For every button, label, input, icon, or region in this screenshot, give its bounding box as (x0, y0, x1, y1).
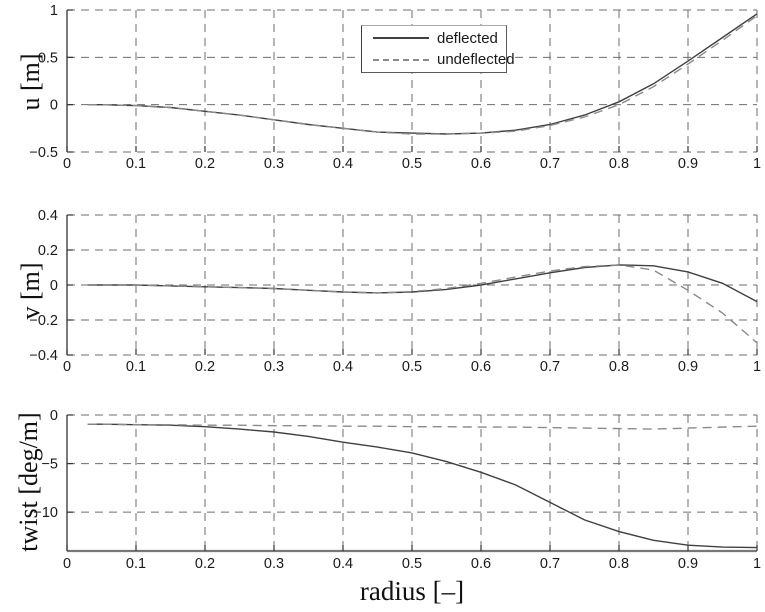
svg-text:0.3: 0.3 (264, 359, 284, 375)
curve-undeflected-0 (87, 15, 758, 135)
svg-text:1: 1 (753, 556, 761, 572)
svg-text:0: 0 (50, 408, 58, 424)
svg-text:0.3: 0.3 (264, 556, 284, 572)
svg-text:0.1: 0.1 (126, 359, 146, 375)
legend-label-deflected: deflected (437, 29, 498, 47)
twist-axis-label: twist [deg/m] (14, 412, 43, 552)
svg-text:0.2: 0.2 (38, 243, 58, 259)
svg-text:0.1: 0.1 (126, 556, 146, 572)
svg-text:0.9: 0.9 (678, 156, 698, 172)
svg-text:0.9: 0.9 (678, 359, 698, 375)
u-axis-label: u [m] (16, 53, 45, 111)
curve-undeflected-2 (87, 423, 758, 430)
svg-text:−0.2: −0.2 (29, 313, 58, 329)
curve-deflected-1 (87, 264, 758, 303)
svg-text:0.5: 0.5 (38, 50, 58, 66)
svg-text:0: 0 (50, 278, 58, 294)
svg-text:0: 0 (63, 556, 71, 572)
svg-text:−10: −10 (33, 505, 58, 521)
legend-item-deflected: deflected (362, 28, 506, 48)
svg-text:0.4: 0.4 (333, 359, 353, 375)
svg-text:0.6: 0.6 (471, 359, 491, 375)
twist-plot-canvas: 0 0.1 0.2 0.3 0.4 0.5 0.6 0.7 0.8 0.9 1 0 −5 −10 (33, 408, 761, 572)
svg-text:0.7: 0.7 (540, 156, 560, 172)
u-plot-canvas: 0 0.1 0.2 0.3 0.4 0.5 0.6 0.7 0.8 0.9 1 1 0.5 0 −0.5 (29, 3, 761, 172)
svg-text:0.3: 0.3 (264, 156, 284, 172)
svg-text:0.8: 0.8 (609, 156, 629, 172)
v-axis-label: v [m] (16, 262, 45, 320)
svg-text:0.9: 0.9 (678, 556, 698, 572)
svg-text:0.4: 0.4 (333, 556, 353, 572)
legend: deflected undeflected (361, 25, 515, 73)
svg-text:1: 1 (753, 156, 761, 172)
svg-text:0.5: 0.5 (402, 556, 422, 572)
svg-text:0.8: 0.8 (609, 359, 629, 375)
svg-text:1: 1 (50, 3, 58, 19)
v-plot-canvas: 0 0.1 0.2 0.3 0.4 0.5 0.6 0.7 0.8 0.9 1 0.4 0.2 0 −0.2… (29, 208, 761, 375)
solid-line-sample-icon (373, 37, 429, 40)
svg-text:−0.4: −0.4 (29, 348, 58, 364)
svg-text:0.1: 0.1 (126, 156, 146, 172)
svg-text:0.2: 0.2 (195, 556, 215, 572)
x-axis-label: radius [–] (359, 576, 465, 606)
svg-text:0.5: 0.5 (402, 359, 422, 375)
svg-text:0.4: 0.4 (333, 156, 353, 172)
curve-undeflected-1 (87, 264, 758, 344)
curve-deflected-2 (87, 423, 758, 549)
legend-item-undeflected: undeflected (362, 50, 515, 70)
svg-text:−0.5: −0.5 (29, 145, 58, 161)
svg-text:0.2: 0.2 (195, 359, 215, 375)
svg-text:0: 0 (63, 359, 71, 375)
svg-text:0.2: 0.2 (195, 156, 215, 172)
legend-label-undeflected: undeflected (437, 51, 515, 69)
svg-text:0: 0 (50, 98, 58, 114)
svg-text:0.5: 0.5 (402, 156, 422, 172)
svg-text:0.7: 0.7 (540, 556, 560, 572)
svg-text:0: 0 (63, 156, 71, 172)
svg-text:−5: −5 (41, 457, 58, 473)
dashed-line-sample-icon (373, 58, 429, 61)
svg-text:0.7: 0.7 (540, 359, 560, 375)
svg-text:0.4: 0.4 (38, 208, 58, 224)
svg-text:0.8: 0.8 (609, 556, 629, 572)
svg-text:0.6: 0.6 (471, 556, 491, 572)
svg-text:1: 1 (753, 359, 761, 375)
svg-text:0.6: 0.6 (471, 156, 491, 172)
